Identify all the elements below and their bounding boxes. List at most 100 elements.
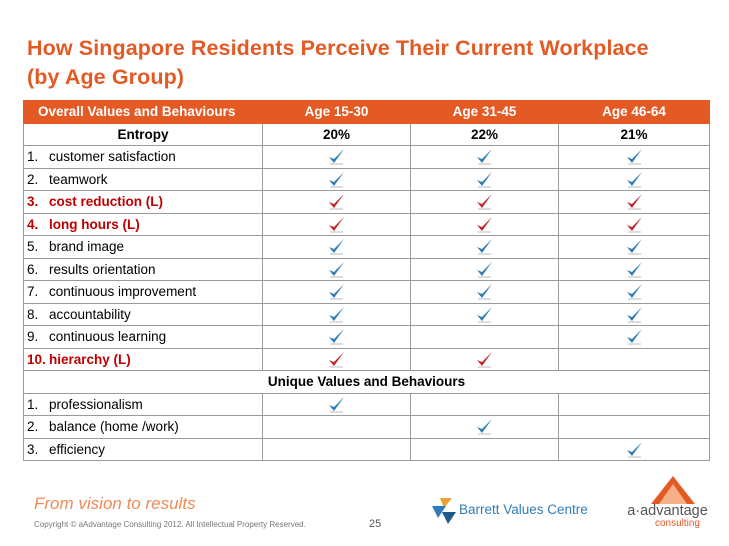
check-cell [262,167,411,191]
checkmark-icon [477,171,492,188]
check-cell [558,325,710,349]
check-cell [410,325,559,349]
item-number: 1. [27,396,39,412]
checkmark-icon [626,261,642,278]
item-number: 2. [27,171,39,187]
checkmark-icon [626,171,642,188]
check-cell [410,257,559,281]
checkmark-icon [477,351,492,368]
item-number: 9. [27,329,39,345]
value-label: 2. balance (home /work) [23,415,263,439]
table-row: 9. continuous learning [23,325,710,349]
checkmark-icon [626,194,642,210]
value-label: 9. continuous learning [23,325,263,349]
table-row: 2. balance (home /work) [23,415,710,439]
checkmark-icon [626,329,642,345]
check-cell [262,257,411,281]
checkmark-icon [477,149,492,165]
table-row: 7. continuous improvement [23,280,710,304]
checkmark-icon [329,194,344,210]
unique-section-heading: Unique Values and Behaviours [23,370,710,394]
aadvantage-sub: consulting [654,518,700,529]
entropy-value: 21% [558,122,710,146]
check-cell [262,190,411,214]
header-age-46-64: Age 46-64 [558,100,710,124]
item-label: balance (home /work) [49,419,179,435]
item-number: 10. [27,351,46,367]
value-label: 8. accountability [23,302,263,326]
table-row: 6. results orientation [23,257,710,281]
barrett-logo-icon [432,498,456,524]
check-cell [410,392,559,416]
value-label: 10. hierarchy (L) [23,347,263,371]
page-number: 25 [369,518,382,530]
check-cell [262,392,411,416]
checkmark-icon [329,351,344,368]
check-cell [262,437,411,461]
check-cell [558,280,710,304]
check-cell [558,190,710,214]
item-number: 2. [27,419,39,435]
item-label: cost reduction (L) [49,194,163,210]
check-cell [558,212,710,236]
item-number: 7. [27,284,39,300]
item-label: professionalism [49,396,143,412]
entropy-value: 22% [410,122,559,146]
checkmark-icon [329,216,344,233]
check-cell [410,212,559,236]
checkmark-icon [626,216,642,233]
checkmark-icon [626,284,642,300]
check-cell [262,145,411,169]
header-overall: Overall Values and Behaviours [23,100,263,124]
table-row: 1. customer satisfaction [23,145,710,169]
check-cell [558,415,710,439]
check-cell [262,212,411,236]
checkmark-icon [626,306,642,323]
checkmark-icon [477,216,492,233]
checkmark-icon [329,239,344,255]
entropy-label: Entropy [23,122,263,146]
check-cell [410,347,559,371]
item-label: efficiency [49,441,106,457]
footer-slogan: From vision to results [34,494,196,513]
value-label: 7. continuous improvement [23,280,263,304]
check-cell [410,280,559,304]
aadvantage-logo-icon [651,476,695,504]
check-cell [558,167,710,191]
title-line-1: How Singapore Residents Perceive Their C… [27,36,649,60]
check-cell [558,392,710,416]
table-row: 5. brand image [23,235,710,259]
value-label: 5. brand image [23,235,263,259]
aadvantage-wordmark: a·advantage [627,503,708,519]
value-label: 6. results orientation [23,257,263,281]
checkmark-icon [626,239,642,255]
title-line-2: (by Age Group) [27,65,185,89]
checkmark-icon [477,306,492,323]
item-number: 6. [27,261,39,277]
header-age-15-30: Age 15-30 [262,100,411,124]
table-row: 8. accountability [23,302,710,326]
checkmark-icon [329,306,344,323]
value-label: 4. long hours (L) [23,212,263,236]
item-label: accountability [49,306,131,322]
check-cell [410,415,559,439]
value-label: 1. professionalism [23,392,263,416]
check-cell [558,235,710,259]
values-table: Overall Values and Behaviours Age 15-30 … [23,100,710,461]
check-cell [558,347,710,371]
table-row: 3. cost reduction (L) [23,190,710,214]
check-cell [410,145,559,169]
item-number: 5. [27,239,39,255]
table-row: 1. professionalism [23,392,710,416]
check-cell [558,437,710,461]
check-cell [262,325,411,349]
item-label: brand image [49,239,125,255]
item-number: 8. [27,306,39,322]
check-cell [558,302,710,326]
checkmark-icon [329,396,344,413]
table-row: 3. efficiency [23,437,710,461]
check-cell [558,145,710,169]
checkmark-icon [329,171,344,188]
value-label: 2. teamwork [23,167,263,191]
checkmark-icon [477,284,492,300]
